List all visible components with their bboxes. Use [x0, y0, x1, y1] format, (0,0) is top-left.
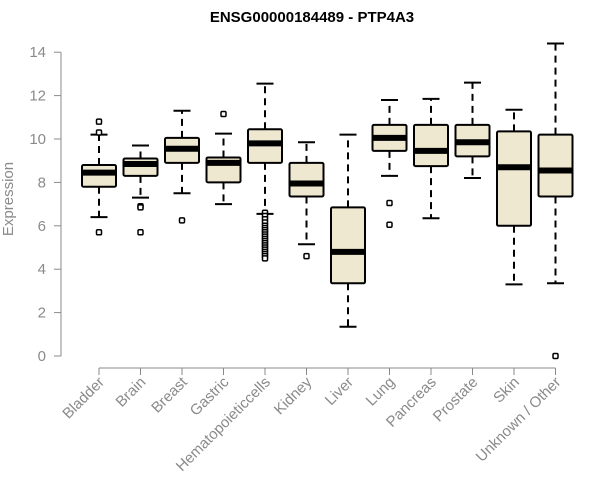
- box-group: [247, 82, 283, 262]
- x-tick-label: Bladder: [59, 374, 108, 423]
- outlier-point: [137, 229, 144, 236]
- box-group: [288, 141, 325, 260]
- box-group: [537, 42, 574, 360]
- box-group: [496, 108, 532, 286]
- box: [330, 206, 366, 285]
- x-tick-label: Lung: [363, 374, 399, 410]
- y-tick-label: 10: [29, 131, 46, 148]
- y-tick-label: 6: [38, 218, 46, 235]
- box-group: [205, 110, 242, 206]
- x-tick-label: Brain: [113, 374, 150, 411]
- y-tick-label: 0: [38, 348, 46, 365]
- outlier-point: [552, 352, 559, 360]
- outlier-point: [261, 255, 269, 262]
- y-axis: 0 2 4 6 8 10 12 14: [29, 44, 62, 365]
- x-tick-label: Kidney: [271, 373, 316, 418]
- x-tick-label: Skin: [490, 374, 523, 407]
- box-group: [330, 133, 366, 328]
- outlier-point: [95, 129, 103, 136]
- box-group: [122, 144, 159, 236]
- y-tick-label: 8: [38, 174, 46, 191]
- outlier-point: [95, 118, 103, 125]
- box: [496, 130, 532, 227]
- box-group: [371, 98, 408, 228]
- y-tick-label: 4: [38, 261, 46, 278]
- outlier-point: [137, 204, 144, 211]
- y-tick-label: 2: [38, 305, 46, 322]
- x-axis: Bladder BrainBreastGastricHematopoieticce…: [59, 367, 564, 475]
- box-group: [164, 109, 200, 224]
- outlier-point: [95, 229, 103, 236]
- outlier-point: [386, 199, 393, 207]
- outlier-point: [386, 221, 393, 228]
- box: [537, 133, 574, 198]
- y-axis-label: Expression: [0, 162, 17, 236]
- box: [81, 164, 117, 188]
- outlier-point: [220, 110, 227, 118]
- box-group: [454, 81, 491, 180]
- x-tick-label: Breast: [148, 373, 191, 416]
- chart-title: ENSG00000184489 - PTP4A3: [210, 9, 414, 26]
- y-tick-label: 14: [29, 44, 46, 61]
- outlier-point: [178, 217, 186, 224]
- box-group: [413, 97, 449, 220]
- y-tick-label: 12: [29, 88, 46, 105]
- box-group: [81, 118, 117, 236]
- x-tick-label: Liver: [322, 374, 357, 409]
- box: [413, 123, 449, 168]
- box: [288, 161, 325, 198]
- plot-area: [81, 42, 574, 360]
- outlier-point: [303, 252, 310, 260]
- x-tick-label: Prostate: [430, 374, 482, 426]
